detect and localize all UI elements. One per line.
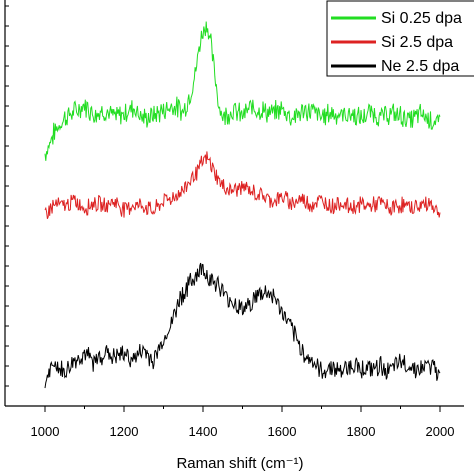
x-tick-label: 1400 — [189, 424, 218, 439]
x-tick-label: 1200 — [110, 424, 139, 439]
plot-area — [44, 21, 441, 389]
x-tick-label: 1800 — [347, 424, 376, 439]
x-axis-label: Raman shift (cm⁻¹) — [176, 455, 303, 472]
series-line-1 — [44, 21, 441, 161]
x-tick-label: 1600 — [268, 424, 297, 439]
legend-label: Ne 2.5 dpa — [381, 58, 459, 75]
x-axis: 1000 1200 1400 1600 1800 2000 — [5, 405, 464, 439]
x-tick-label: 2000 — [426, 424, 455, 439]
legend-label: Si 2.5 dpa — [381, 34, 453, 51]
series-line-3 — [44, 262, 441, 389]
legend: Si 0.25 dpa Si 2.5 dpa Ne 2.5 dpa — [326, 0, 474, 77]
legend-box — [326, 0, 474, 77]
legend-label: Si 0.25 dpa — [381, 10, 462, 27]
x-tick-label: 1000 — [31, 424, 60, 439]
series-line-2 — [44, 151, 441, 219]
y-axis — [4, 0, 9, 407]
